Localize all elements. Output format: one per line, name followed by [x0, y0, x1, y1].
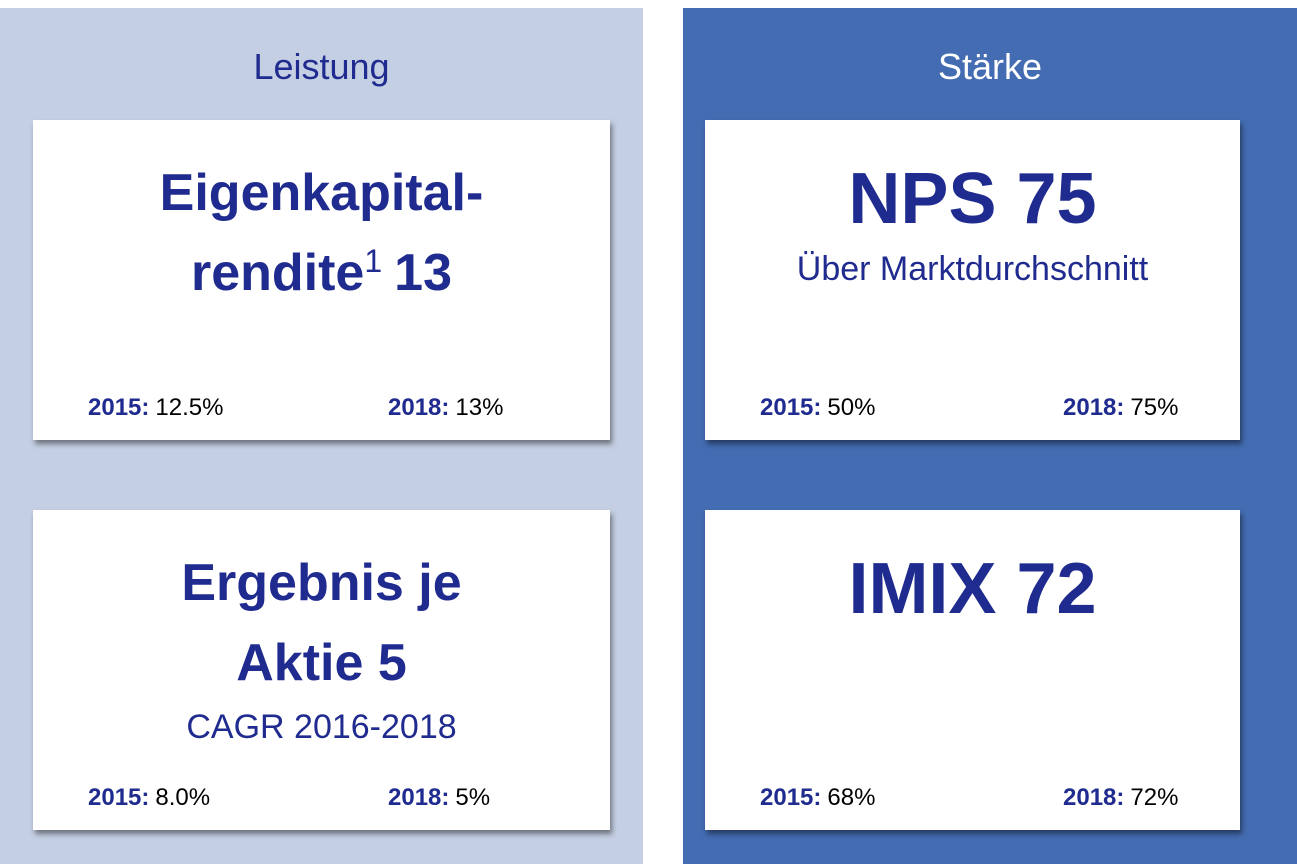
headline-text: Ergebnis je: [181, 554, 462, 612]
headline-value: 13: [394, 244, 452, 302]
stat: 2018: 13%: [388, 394, 503, 422]
headline: NPS 75: [705, 153, 1240, 245]
stat-year: 2018:: [1063, 394, 1125, 421]
headline-text: IMIX 72: [848, 549, 1097, 629]
stat-value: 72%: [1130, 784, 1179, 811]
stat-year: 2015:: [88, 394, 150, 421]
stat: 2015: 12.5%: [88, 394, 223, 422]
panel-title: Stärke: [937, 46, 1043, 87]
subtitle: Über Marktdurchschnitt: [796, 250, 1149, 288]
headline-text: rendite: [190, 244, 365, 302]
stat-value: 5%: [455, 784, 491, 811]
card: Ergebnis je Aktie 5 CAGR 2016-2018 2015: 8.0…: [33, 510, 610, 830]
headline-text: Eigenkapital-: [159, 164, 484, 222]
panel-title: Leistung: [253, 46, 390, 87]
stat-year: 2015:: [760, 394, 822, 421]
headline: Aktie 5: [33, 623, 610, 703]
headline-text: Aktie 5: [236, 634, 407, 692]
stat-value: 12.5%: [155, 394, 224, 421]
stat-value: 13%: [455, 394, 504, 421]
stat: 2018: 75%: [1063, 394, 1178, 422]
card: IMIX 72 2015: 68% 2018: 72%: [705, 510, 1240, 830]
stat-value: 75%: [1130, 394, 1179, 421]
headline-text: NPS 75: [848, 159, 1097, 239]
stat-year: 2018:: [388, 394, 450, 421]
footnote-mark: 1: [364, 243, 383, 279]
stat-year: 2015:: [760, 784, 822, 811]
stat-year: 2018:: [388, 784, 450, 811]
stat: 2018: 5%: [388, 784, 490, 812]
stat-year: 2018:: [1063, 784, 1125, 811]
subtitle: CAGR 2016-2018: [186, 708, 457, 746]
headline: rendite1 13: [33, 233, 610, 313]
stat-value: 8.0%: [155, 784, 211, 811]
headline: IMIX 72: [705, 543, 1240, 635]
stat: 2015: 8.0%: [88, 784, 210, 812]
headline: Eigenkapital-: [33, 153, 610, 233]
headline: Ergebnis je: [33, 543, 610, 623]
stat: 2015: 50%: [760, 394, 875, 422]
stat: 2018: 72%: [1063, 784, 1178, 812]
stat: 2015: 68%: [760, 784, 875, 812]
panel: Leistung Eigenkapital-rendite1 13 2015: 12.5…: [0, 8, 643, 864]
card: NPS 75 Über Marktdurchschnitt 2015: 50% 2018…: [705, 120, 1240, 440]
panel: Stärke NPS 75 Über Marktdurchschnitt 2015: 5…: [683, 8, 1297, 864]
stat-value: 68%: [827, 784, 876, 811]
stat-value: 50%: [827, 394, 876, 421]
stat-year: 2015:: [88, 784, 150, 811]
card: Eigenkapital-rendite1 13 2015: 12.5% 2018: 13…: [33, 120, 610, 440]
